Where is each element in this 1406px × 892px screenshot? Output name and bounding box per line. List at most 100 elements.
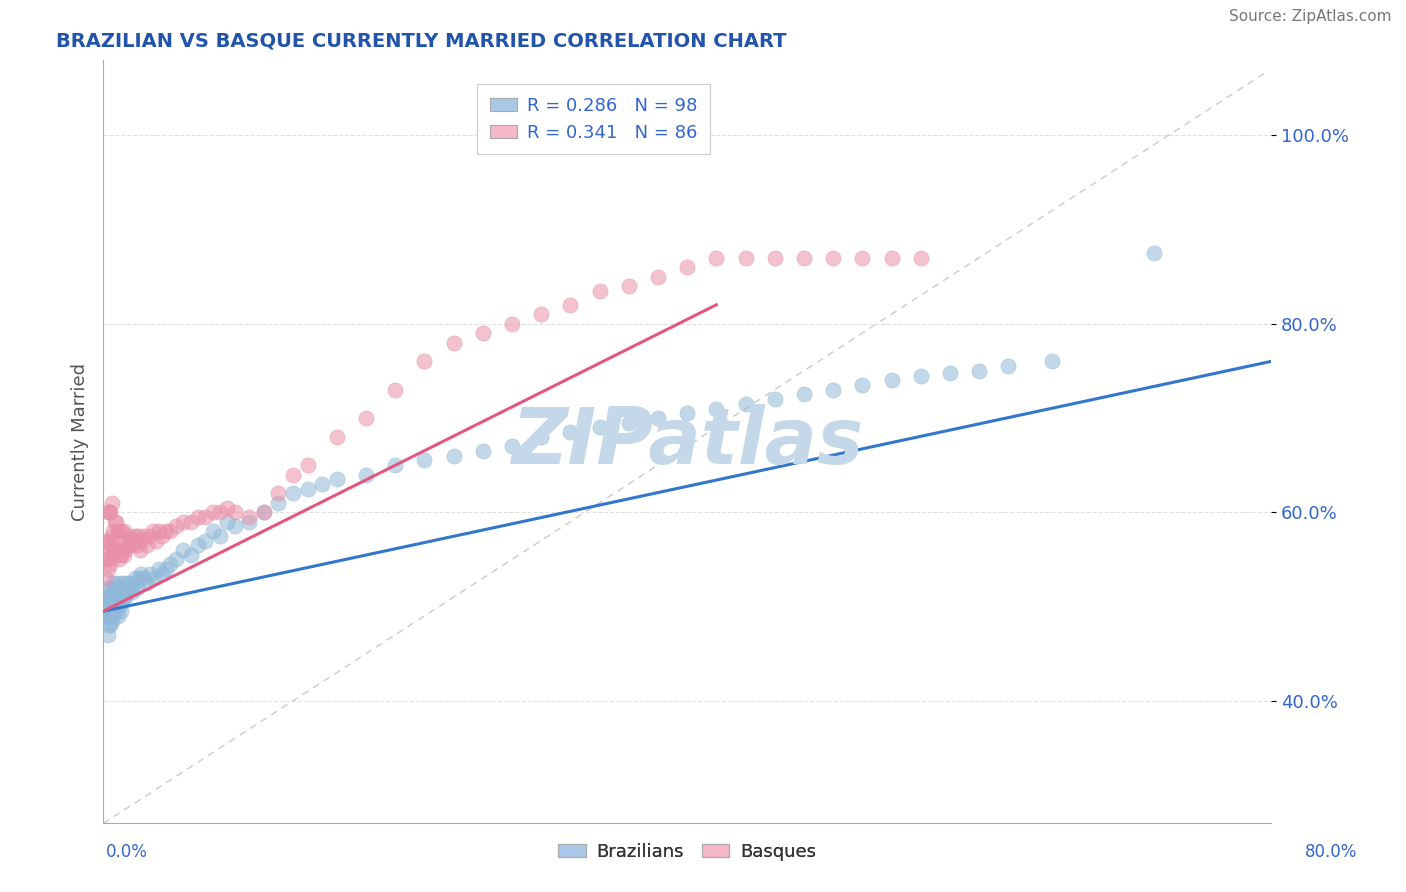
Point: [617, 279, 640, 293]
Point: [187, 538, 209, 552]
Point: [98, 505, 121, 519]
Point: [100, 557, 122, 571]
Point: [180, 515, 202, 529]
Point: [101, 585, 124, 599]
Point: [139, 566, 162, 581]
Point: [107, 548, 129, 562]
Point: [560, 425, 582, 439]
Point: [180, 548, 202, 562]
Point: [530, 307, 553, 321]
Point: [201, 505, 224, 519]
Point: [105, 590, 128, 604]
Point: [530, 430, 553, 444]
Point: [98, 590, 121, 604]
Point: [704, 401, 727, 416]
Point: [96, 562, 118, 576]
Point: [121, 538, 143, 552]
Point: [501, 439, 523, 453]
Point: [501, 317, 523, 331]
Point: [136, 576, 159, 591]
Point: [94, 590, 117, 604]
Point: [647, 411, 669, 425]
Point: [165, 519, 187, 533]
Text: BRAZILIAN VS BASQUE CURRENTLY MARRIED CORRELATION CHART: BRAZILIAN VS BASQUE CURRENTLY MARRIED CO…: [56, 31, 787, 50]
Point: [101, 496, 124, 510]
Point: [101, 529, 124, 543]
Point: [122, 576, 145, 591]
Point: [110, 604, 132, 618]
Point: [107, 609, 129, 624]
Point: [413, 354, 436, 368]
Point: [115, 581, 138, 595]
Point: [125, 581, 148, 595]
Point: [208, 529, 231, 543]
Point: [297, 482, 319, 496]
Point: [763, 392, 786, 406]
Point: [267, 496, 290, 510]
Point: [880, 251, 903, 265]
Point: [471, 326, 494, 340]
Point: [110, 548, 132, 562]
Point: [647, 269, 669, 284]
Point: [384, 458, 406, 472]
Point: [96, 505, 118, 519]
Point: [108, 529, 131, 543]
Point: [101, 614, 124, 628]
Point: [281, 467, 304, 482]
Point: [967, 364, 990, 378]
Point: [139, 529, 162, 543]
Point: [471, 444, 494, 458]
Point: [94, 599, 117, 614]
Point: [105, 576, 128, 591]
Point: [143, 571, 166, 585]
Point: [851, 251, 873, 265]
Point: [103, 590, 125, 604]
Point: [114, 576, 136, 591]
Point: [128, 543, 150, 558]
Y-axis label: Currently Married: Currently Married: [72, 362, 89, 521]
Point: [187, 510, 209, 524]
Point: [129, 566, 152, 581]
Point: [98, 581, 121, 595]
Point: [129, 533, 152, 548]
Point: [103, 609, 125, 624]
Point: [823, 251, 845, 265]
Point: [910, 251, 932, 265]
Point: [115, 533, 138, 548]
Point: [100, 505, 122, 519]
Point: [100, 581, 122, 595]
Point: [325, 472, 347, 486]
Point: [325, 430, 347, 444]
Point: [132, 571, 155, 585]
Point: [910, 368, 932, 383]
Point: [118, 529, 141, 543]
Point: [104, 581, 127, 595]
Point: [93, 609, 115, 624]
Point: [112, 590, 135, 604]
Point: [100, 618, 122, 632]
Point: [111, 576, 134, 591]
Point: [107, 595, 129, 609]
Point: [217, 500, 239, 515]
Point: [676, 406, 699, 420]
Point: [311, 477, 333, 491]
Point: [98, 552, 121, 566]
Point: [94, 552, 117, 566]
Point: [413, 453, 436, 467]
Point: [443, 335, 465, 350]
Point: [98, 599, 121, 614]
Point: [96, 590, 118, 604]
Point: [96, 543, 118, 558]
Point: [112, 524, 135, 538]
Point: [148, 562, 170, 576]
Point: [217, 515, 239, 529]
Point: [443, 449, 465, 463]
Point: [100, 609, 122, 624]
Point: [851, 378, 873, 392]
Point: [121, 585, 143, 599]
Point: [111, 595, 134, 609]
Point: [127, 529, 149, 543]
Point: [114, 590, 136, 604]
Point: [734, 397, 756, 411]
Point: [150, 529, 173, 543]
